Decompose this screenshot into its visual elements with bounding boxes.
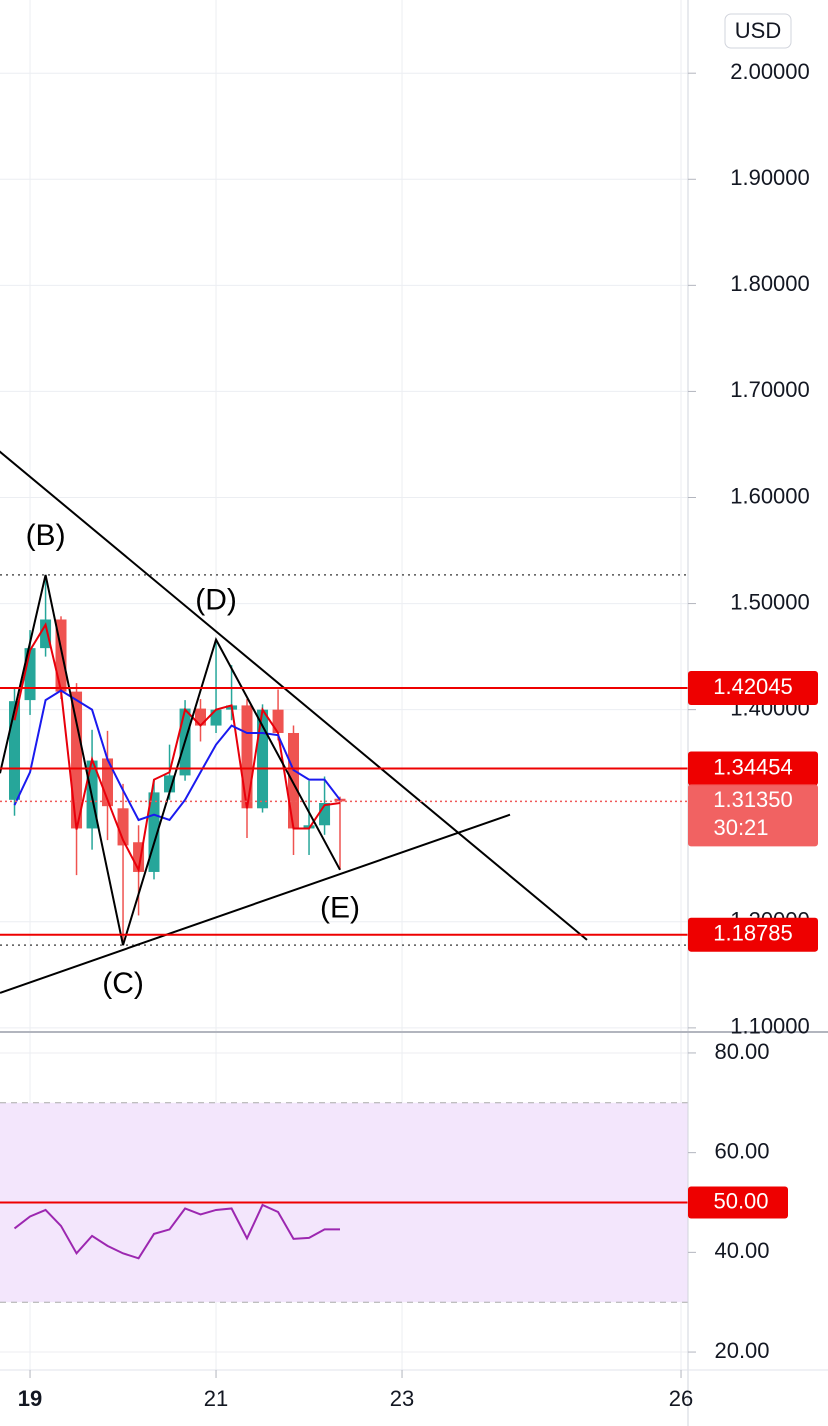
candle-body [288,732,300,829]
candle-body [24,648,36,701]
price-tag [688,751,818,786]
y-tick-label: 1.70000 [730,377,810,402]
moving-average [13,622,341,873]
candle-body [210,709,222,726]
y-tick-label: 1.80000 [730,271,810,296]
candle-body [257,709,269,809]
candle-body [241,705,253,809]
wave-label: (B) [26,519,66,552]
y-tick-label: 1.10000 [730,1014,810,1039]
y-tick-label: 40.00 [714,1238,769,1263]
y-tick-label: 1.60000 [730,483,810,508]
y-tick-label: 2.00000 [730,59,810,84]
rsi-tag-label: 50.00 [713,1188,768,1213]
candle-body [102,758,114,807]
x-tick-label: 23 [390,1386,414,1411]
wave-pattern [0,574,341,946]
candle-body [71,691,83,829]
axes: 19 21 23 26 2.00000 1.90000 1.80000 1.70000 1.60… [18,59,818,1411]
rsi-plot [0,1102,688,1303]
moving-average [13,689,341,822]
candle-body [195,708,207,726]
candle-body [40,619,52,649]
currency-box[interactable] [724,13,792,49]
candle-body [117,808,129,846]
candle-body [272,709,284,733]
trend-line [0,450,588,941]
x-tick-label: 26 [669,1386,693,1411]
y-tick-label: 1.50000 [730,589,810,614]
x-tick-label: 21 [204,1386,228,1411]
candle-body [148,792,160,872]
candle-body [164,775,176,793]
wave-label: (C) [102,967,144,1000]
countdown-label: 30:21 [713,815,768,840]
y-tick-label: 20.00 [714,1338,769,1363]
rsi-line [13,1203,341,1260]
price-tag [688,917,818,952]
wave-label: (D) [195,584,237,617]
current-price-label: 1.31350 [713,787,793,812]
x-tick-label: 19 [18,1386,42,1411]
rsi-tag [688,1186,788,1219]
price-tag-label: 1.34454 [713,754,793,779]
candle-body [133,842,145,872]
trend-line [0,813,511,994]
price-tag [688,670,818,705]
price-tag-label: 1.18785 [713,921,793,946]
y-tick-label: 60.00 [714,1138,769,1163]
y-tick-label: 1.90000 [730,165,810,190]
currency-button[interactable]: USD [724,13,792,49]
y-tick-label: 80.00 [714,1039,769,1064]
candle-body [319,802,331,826]
current-price-tag [688,784,818,847]
candle-body [55,619,67,692]
candle-body [334,798,346,802]
wave-label: (E) [320,892,360,925]
candle-body [9,701,21,800]
price-plot: (B) (C) (D) (E) [0,450,688,1000]
currency-label[interactable]: USD [735,18,781,43]
price-tag-label: 1.42045 [713,674,793,699]
